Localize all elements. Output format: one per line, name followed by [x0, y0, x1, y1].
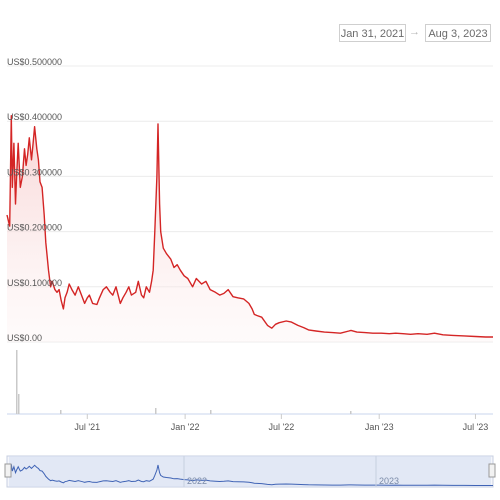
- navigator-year-label-2022: 2022: [187, 476, 207, 486]
- y-tick-label: US$0.300000: [7, 167, 62, 177]
- volume-bar: [60, 410, 62, 414]
- x-axis-labels: Jul '21 Jan '22 Jul '22 Jan '23 Jul '23: [74, 414, 488, 432]
- volume-bar: [210, 410, 212, 414]
- navigator-line: [6, 464, 493, 486]
- volume-bar: [350, 411, 352, 414]
- date-range-arrow: →: [409, 26, 420, 38]
- volume-bars: [7, 350, 493, 415]
- y-tick-label: US$0.500000: [7, 57, 62, 67]
- x-tick-label: Jul '21: [74, 422, 100, 432]
- volume-bar: [16, 350, 18, 414]
- y-tick-label: US$0.200000: [7, 223, 62, 233]
- x-tick-label: Jul '23: [463, 422, 489, 432]
- y-tick-label: US$0.00: [7, 333, 42, 343]
- x-tick-label: Jul '22: [269, 422, 295, 432]
- date-from-input[interactable]: Jan 31, 2021: [339, 24, 406, 42]
- date-to-input[interactable]: Aug 3, 2023: [425, 24, 491, 42]
- y-tick-label: US$0.400000: [7, 112, 62, 122]
- navigator-handle-right[interactable]: [488, 463, 496, 478]
- navigator[interactable]: 2022 2023: [4, 455, 496, 488]
- navigator-year-label-2023: 2023: [379, 476, 399, 486]
- navigator-handle-left[interactable]: [4, 463, 12, 478]
- price-line: [6, 115, 493, 338]
- volume-bar: [18, 394, 20, 414]
- x-tick-label: Jan '23: [365, 422, 394, 432]
- volume-bar: [155, 408, 157, 414]
- y-tick-label: US$0.100000: [7, 278, 62, 288]
- y-axis-labels: US$0.500000 US$0.400000 US$0.300000 US$0.20…: [7, 57, 62, 343]
- price-area-fill: [7, 115, 493, 342]
- x-tick-label: Jan '22: [171, 422, 200, 432]
